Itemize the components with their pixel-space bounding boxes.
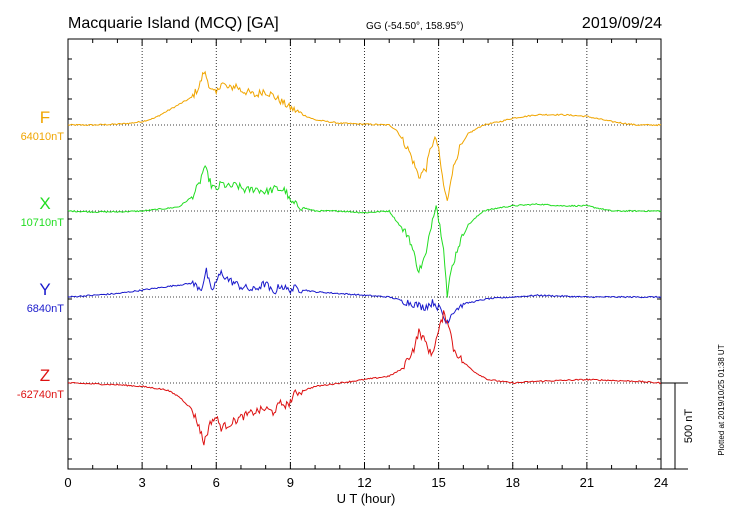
plot-date: 2019/09/24 (582, 15, 662, 32)
baseline-value-y: 6840nT (27, 303, 65, 315)
series-line-y (67, 267, 662, 325)
component-labels: F 64010nT X 10710nT Y 6840nT Z -62740nT (17, 108, 64, 401)
x-tick-label-9: 9 (287, 475, 294, 490)
series-label-x: X (39, 194, 50, 213)
series-line-f (67, 70, 662, 201)
grid-lines (68, 39, 661, 469)
x-tick-labels: 0 3 6 9 12 15 18 21 24 (64, 475, 668, 490)
x-tick-label-21: 21 (580, 475, 594, 490)
station-title: Macquarie Island (MCQ) [GA] (68, 15, 279, 32)
x-tick-label-18: 18 (506, 475, 520, 490)
series-line-z (67, 310, 662, 446)
scale-bar-label: 500 nT (683, 409, 695, 444)
station-coords: GG (-54.50°, 158.95°) (366, 21, 464, 32)
x-tick-label-15: 15 (431, 475, 445, 490)
plot-frame (67, 38, 662, 470)
series-label-f: F (40, 108, 50, 127)
series-label-y: Y (39, 280, 50, 299)
baseline-value-f: 64010nT (21, 131, 65, 143)
series-group (67, 70, 662, 446)
x-tick-label-0: 0 (64, 475, 71, 490)
baseline-value-x: 10710nT (21, 217, 65, 229)
x-tick-label-6: 6 (213, 475, 220, 490)
baseline-value-z: -62740nT (17, 389, 64, 401)
x-tick-label-24: 24 (654, 475, 668, 490)
series-line-x (67, 164, 662, 298)
x-axis-label: U T (hour) (337, 491, 396, 506)
x-tick-label-3: 3 (139, 475, 146, 490)
plotted-timestamp: Plotted at 2019/10/25 01:38 UT (717, 344, 726, 455)
series-label-z: Z (40, 366, 50, 385)
axis-ticks (67, 39, 662, 469)
x-tick-label-12: 12 (357, 475, 371, 490)
